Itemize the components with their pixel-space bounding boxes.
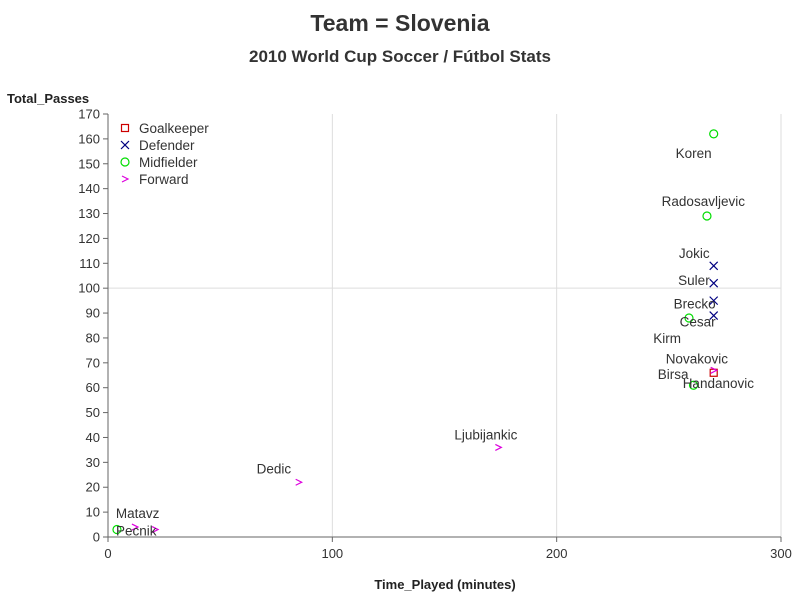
data-point-forward <box>495 443 503 451</box>
y-tick-label: 130 <box>78 206 100 221</box>
point-label: Novakovic <box>666 351 729 366</box>
point-label: Brecko <box>674 297 716 312</box>
data-point-defender <box>709 311 719 320</box>
point-label: Matavz <box>116 506 160 521</box>
point-label: Cesar <box>680 315 717 330</box>
chart-title: Team = Slovenia <box>310 10 490 36</box>
point-label: Dedic <box>257 461 292 476</box>
y-tick-label: 170 <box>78 107 100 122</box>
y-tick-label: 160 <box>78 131 100 146</box>
data-point-midfielder <box>709 129 719 139</box>
x-tick-label: 0 <box>104 546 111 561</box>
y-tick-label: 20 <box>86 480 100 495</box>
data-point-defender <box>709 278 719 288</box>
point-label: Birsa <box>658 367 689 382</box>
legend-entry-defender: Defender <box>139 138 195 153</box>
y-tick-label: 150 <box>78 156 100 171</box>
data-point-forward <box>710 366 719 374</box>
legend-entry-midfielder: Midfielder <box>139 155 198 170</box>
data-point-forward <box>151 525 160 534</box>
legend-marker-goalkeeper <box>120 123 130 133</box>
y-tick-label: 40 <box>86 430 100 445</box>
point-label: Kirm <box>653 331 681 346</box>
point-label: Ljubijankic <box>454 427 517 442</box>
data-point-midfielder <box>684 313 694 323</box>
legend-entry-forward: Forward <box>139 172 189 187</box>
data-point-defender <box>709 261 719 271</box>
point-label: Suler <box>678 273 710 288</box>
legend-entry-goalkeeper: Goalkeeper <box>139 121 209 136</box>
data-point-defender <box>709 296 719 306</box>
y-tick-label: 70 <box>86 355 100 370</box>
legend-marker-forward <box>121 175 130 183</box>
x-tick-label: 300 <box>770 546 792 561</box>
y-tick-label: 50 <box>86 405 100 420</box>
data-point-midfielder <box>112 524 122 535</box>
point-label: Radosavljevic <box>662 194 746 209</box>
y-tick-label: 60 <box>86 380 100 395</box>
legend-marker-defender <box>120 140 130 150</box>
y-tick-label: 120 <box>78 231 100 246</box>
data-point-midfielder <box>702 211 712 221</box>
y-tick-label: 80 <box>86 330 100 345</box>
y-tick-label: 90 <box>86 306 100 321</box>
y-tick-label: 30 <box>86 455 100 470</box>
x-axis-label: Time_Played (minutes) <box>374 577 515 592</box>
point-label: Pecnik <box>116 524 157 539</box>
data-point-forward <box>295 478 304 486</box>
y-axis-label: Total_Passes <box>7 91 89 106</box>
y-tick-label: 0 <box>93 530 100 545</box>
point-label: Koren <box>676 146 712 161</box>
data-point-forward <box>131 523 140 531</box>
x-tick-label: 200 <box>546 546 568 561</box>
data-point-midfielder <box>688 380 699 390</box>
y-tick-label: 140 <box>78 181 100 196</box>
point-label: Jokic <box>679 246 710 261</box>
y-tick-label: 110 <box>79 256 100 271</box>
legend-marker-midfielder <box>120 157 130 167</box>
y-tick-label: 100 <box>78 281 100 296</box>
x-tick-label: 100 <box>321 546 343 561</box>
point-label: Handanovic <box>683 376 755 391</box>
y-tick-label: 10 <box>86 505 100 520</box>
chart-subtitle: 2010 World Cup Soccer / Fútbol Stats <box>249 47 551 66</box>
